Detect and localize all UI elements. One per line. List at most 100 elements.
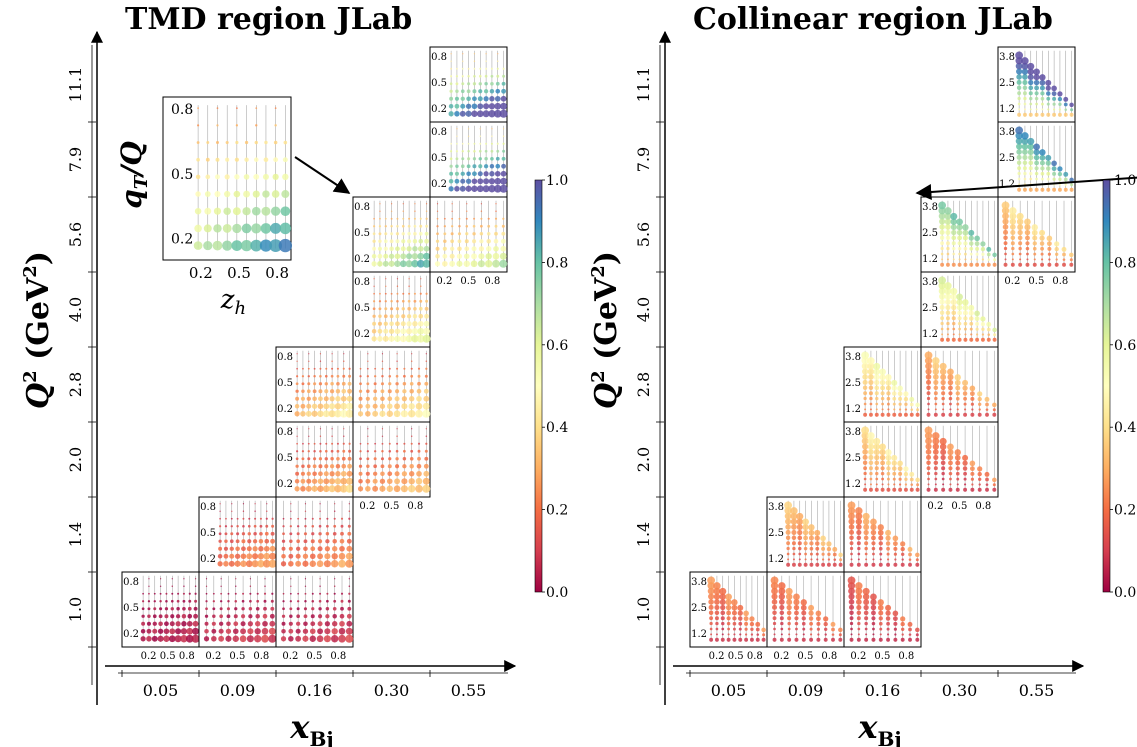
data-point — [865, 633, 868, 636]
data-point — [1016, 218, 1024, 225]
subplot-bin: 1.22.53.80.2 0.5 0.8 — [689, 571, 768, 662]
data-point — [384, 225, 387, 228]
data-point — [451, 203, 453, 205]
data-point — [970, 487, 975, 492]
data-point — [224, 174, 230, 180]
data-point — [1032, 262, 1037, 267]
data-point — [253, 532, 257, 536]
data-point — [908, 627, 912, 632]
subplot-ytick-label: 0.5 — [354, 228, 370, 239]
data-point — [373, 375, 377, 378]
data-point — [901, 633, 904, 636]
data-point — [294, 486, 300, 492]
data-point — [400, 485, 408, 493]
data-point — [924, 432, 933, 440]
data-point — [877, 599, 884, 606]
subplot-ytick-label: 2.5 — [922, 228, 938, 239]
data-point — [311, 607, 315, 611]
data-point — [348, 367, 351, 370]
data-point — [460, 178, 466, 184]
data-point — [400, 321, 406, 327]
subplot-bin: 0.20.50.8 — [198, 496, 277, 573]
data-point — [1039, 85, 1045, 91]
data-point — [328, 410, 336, 418]
data-point — [949, 408, 952, 411]
data-point — [872, 558, 875, 561]
data-point — [220, 578, 222, 580]
data-point — [348, 578, 350, 580]
data-point — [359, 442, 362, 445]
data-point — [1022, 187, 1027, 192]
data-point — [707, 582, 715, 590]
data-point — [984, 471, 990, 477]
data-point — [443, 217, 446, 220]
data-point — [871, 535, 876, 541]
data-point — [939, 368, 947, 375]
data-point — [465, 224, 469, 228]
data-point — [1051, 166, 1057, 172]
data-point — [450, 142, 452, 145]
data-point — [934, 402, 938, 406]
data-point — [1025, 241, 1030, 246]
data-point — [1028, 166, 1033, 171]
data-point — [490, 74, 494, 78]
data-point — [401, 239, 406, 244]
data-point — [958, 327, 962, 331]
data-point — [848, 518, 855, 525]
data-point — [165, 592, 168, 595]
data-point — [849, 562, 854, 567]
data-point — [893, 637, 898, 642]
data-point — [260, 223, 272, 234]
data-point — [383, 253, 389, 259]
data-point — [800, 599, 807, 606]
data-point — [915, 562, 920, 567]
data-point — [915, 402, 920, 408]
data-point — [457, 239, 462, 244]
data-point — [449, 171, 454, 176]
data-point — [1029, 171, 1033, 176]
data-point — [969, 385, 976, 392]
data-point — [311, 478, 318, 484]
data-point — [476, 185, 484, 193]
data-point — [379, 485, 386, 492]
data-point — [348, 592, 351, 595]
data-point — [394, 335, 401, 342]
data-point — [177, 592, 180, 595]
data-point — [460, 96, 465, 101]
subplot-xtick-label: 0.5 — [874, 651, 890, 662]
data-point — [963, 252, 967, 256]
data-point — [367, 360, 369, 362]
data-point — [385, 285, 387, 287]
data-point — [1033, 149, 1040, 156]
data-point — [346, 395, 353, 402]
data-point — [485, 260, 493, 268]
data-point — [232, 635, 239, 642]
data-point — [855, 512, 863, 520]
data-point — [216, 107, 219, 110]
data-point — [413, 299, 417, 303]
data-point — [499, 184, 508, 193]
data-point — [1016, 160, 1022, 165]
data-point — [307, 457, 311, 461]
data-point — [947, 454, 954, 461]
data-point — [924, 357, 933, 365]
data-point — [340, 402, 348, 410]
data-point — [461, 150, 464, 153]
data-point — [885, 460, 891, 466]
data-point — [289, 525, 292, 528]
data-point — [1052, 171, 1057, 176]
data-point — [1015, 62, 1023, 70]
data-point — [324, 449, 328, 453]
data-point — [317, 485, 324, 492]
data-point — [494, 170, 501, 177]
data-point — [798, 546, 802, 551]
data-point — [340, 606, 344, 611]
subplot-ytick-label: 3.8 — [922, 277, 938, 288]
data-point — [460, 171, 465, 176]
data-point — [347, 531, 352, 536]
data-point — [1017, 171, 1021, 176]
data-point — [348, 517, 351, 520]
data-point — [204, 614, 209, 618]
data-point — [1033, 258, 1036, 261]
data-point — [259, 531, 263, 536]
